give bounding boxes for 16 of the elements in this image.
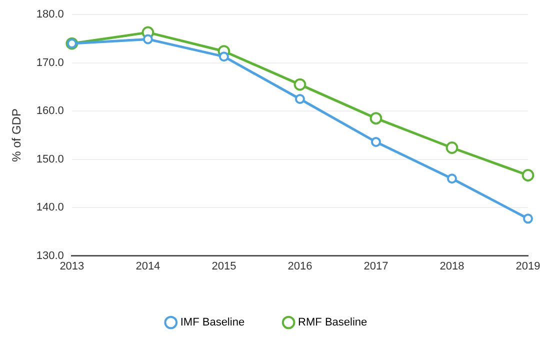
x-tick-label: 2014 — [136, 260, 160, 272]
legend-label: RMF Baseline — [298, 316, 368, 329]
x-tick-label: 2019 — [516, 260, 540, 272]
x-tick-label: 2017 — [364, 260, 388, 272]
y-tick-label: 130.0 — [36, 250, 64, 262]
x-tick-label: 2016 — [288, 260, 312, 272]
y-tick-label: 160.0 — [36, 105, 64, 118]
legend-label: IMF Baseline — [180, 316, 245, 329]
y-tick-label: 180.0 — [36, 8, 64, 21]
y-tick-label: 170.0 — [36, 56, 64, 69]
y-axis-title: % of GDP — [10, 108, 24, 162]
y-tick-label: 150.0 — [36, 153, 64, 166]
x-tick-label: 2013 — [60, 260, 84, 272]
x-tick-label: 2015 — [212, 260, 236, 272]
y-tick-label: 140.0 — [36, 202, 64, 214]
x-tick-label: 2018 — [440, 260, 464, 272]
